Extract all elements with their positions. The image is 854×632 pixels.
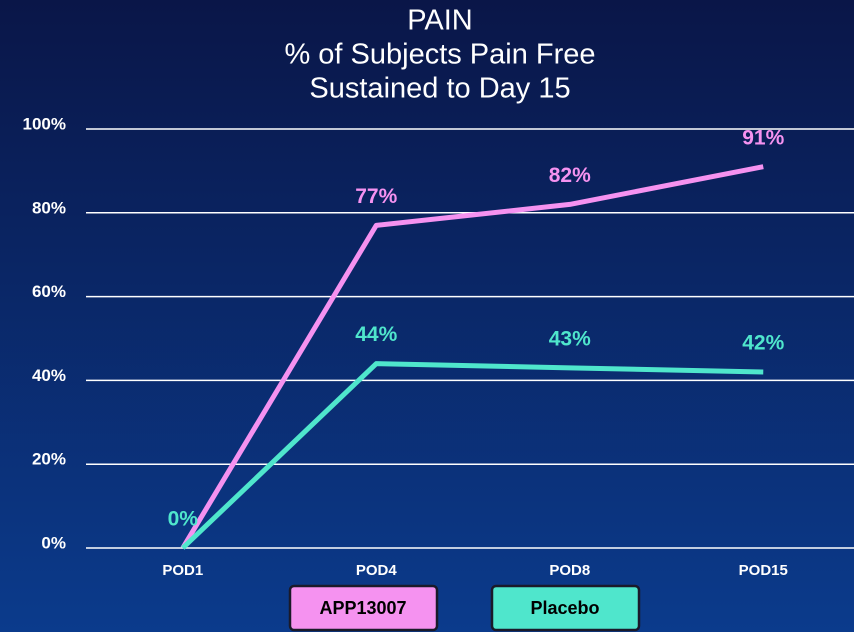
data-label: 44%	[355, 323, 397, 346]
series-line	[181, 361, 764, 550]
y-tick-label: 60%	[32, 282, 66, 301]
series-line	[180, 164, 764, 550]
legend-swatch	[288, 584, 439, 632]
x-tick-label: POD4	[356, 562, 398, 579]
y-tick-label: 100%	[23, 114, 66, 133]
data-label: 43%	[549, 327, 591, 350]
x-tick-label: POD15	[739, 562, 788, 579]
data-label: 91%	[742, 126, 784, 149]
data-label: 0%	[168, 508, 199, 531]
y-tick-label: 0%	[41, 533, 66, 552]
x-tick-label: POD8	[549, 562, 590, 579]
chart-title: Sustained to Day 15	[309, 73, 570, 105]
data-label: 82%	[549, 164, 591, 187]
legend-label: Placebo	[530, 598, 599, 618]
legend-label: APP13007	[319, 598, 406, 618]
y-tick-label: 80%	[32, 198, 66, 217]
y-tick-label: 40%	[32, 366, 66, 385]
legend-swatch	[490, 584, 641, 632]
y-tick-label: 20%	[32, 450, 66, 469]
x-tick-label: POD1	[162, 562, 203, 579]
data-label: 77%	[355, 185, 397, 208]
chart-title: % of Subjects Pain Free	[284, 39, 595, 71]
chart-title: PAIN	[407, 5, 473, 37]
data-label: 42%	[742, 332, 784, 355]
